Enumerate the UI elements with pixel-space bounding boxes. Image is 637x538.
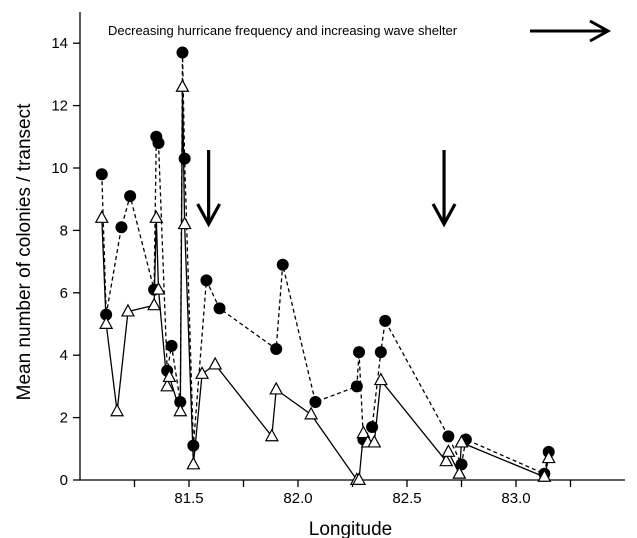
right-arrow-head (589, 19, 612, 43)
series-0 (95, 46, 555, 480)
x-tick-label: 83.0 (501, 490, 530, 507)
data-point-triangle (99, 316, 114, 329)
data-point-circle (178, 152, 191, 165)
data-point-triangle (177, 216, 192, 230)
data-point-circle (95, 168, 108, 181)
y-axis-title: Mean number of colonies / transect (14, 103, 35, 400)
data-point-circle (270, 342, 283, 355)
down-arrow-icon (431, 150, 457, 228)
data-point-circle (455, 458, 468, 471)
data-point-triangle (269, 381, 284, 395)
data-point-triangle (441, 444, 456, 457)
data-point-circle (152, 137, 165, 150)
data-point-triangle (208, 356, 223, 370)
data-point-triangle (110, 403, 125, 417)
data-point-triangle (149, 210, 164, 223)
data-point-triangle (537, 469, 552, 482)
data-point-circle (276, 258, 289, 271)
data-point-circle (442, 430, 455, 443)
data-point-circle (374, 346, 387, 359)
x-tick-label: 82.5 (392, 490, 421, 507)
y-tick-label: 4 (60, 347, 68, 364)
down-arrow-icon (196, 150, 222, 228)
data-point-triangle (367, 434, 382, 448)
y-tick-label: 0 (60, 472, 68, 489)
data-point-triangle (147, 297, 162, 311)
data-point-triangle (454, 434, 469, 448)
data-point-triangle (173, 403, 188, 417)
data-point-circle (124, 190, 137, 203)
data-point-triangle (452, 465, 467, 479)
annotations: Decreasing hurricane frequency and incre… (108, 19, 612, 228)
x-tick-label: 82.0 (283, 490, 312, 507)
data-point-circle (353, 346, 366, 359)
data-point-triangle (439, 453, 454, 467)
data-point-triangle (94, 210, 109, 223)
data-point-circle (213, 302, 226, 315)
data-point-triangle (162, 369, 177, 383)
series-line (101, 86, 550, 481)
data-point-triangle (373, 372, 388, 386)
y-tick-label: 12 (51, 98, 68, 115)
data-point-triangle (175, 79, 190, 92)
data-point-triangle (304, 406, 319, 420)
series-layer (94, 46, 556, 485)
annotation-text: Decreasing hurricane frequency and incre… (108, 23, 458, 38)
data-point-circle (115, 221, 128, 234)
data-point-circle (165, 339, 178, 352)
data-point-circle (309, 396, 322, 408)
down-arrow-head (431, 203, 457, 228)
axes: 0 2 4 6 8 10 12 14 81.5 82.0 82.5 83.0 (51, 12, 625, 507)
x-axis-title: Longitude (309, 519, 392, 538)
data-point-circle (200, 274, 213, 287)
series-1 (94, 79, 556, 485)
data-point-circle (379, 314, 392, 327)
data-point-triangle (120, 303, 135, 317)
data-point-triangle (160, 378, 175, 392)
data-point-triangle (186, 456, 201, 470)
data-point-triangle (151, 281, 166, 295)
data-point-triangle (356, 425, 371, 439)
series-line (101, 52, 550, 475)
y-tick-label: 10 (51, 160, 68, 177)
y-tick-label: 8 (60, 222, 68, 239)
data-point-triangle (541, 450, 556, 464)
data-point-triangle (264, 428, 279, 442)
y-tick-label: 14 (51, 35, 68, 52)
data-point-triangle (352, 472, 367, 485)
right-arrow-icon (530, 19, 612, 43)
y-tick-label: 2 (60, 410, 68, 427)
x-tick-label: 81.5 (174, 490, 203, 507)
y-tick-label: 6 (60, 285, 68, 302)
down-arrow-head (196, 203, 222, 228)
data-point-circle (350, 380, 363, 393)
data-point-triangle (195, 366, 210, 379)
data-point-circle (176, 46, 189, 59)
